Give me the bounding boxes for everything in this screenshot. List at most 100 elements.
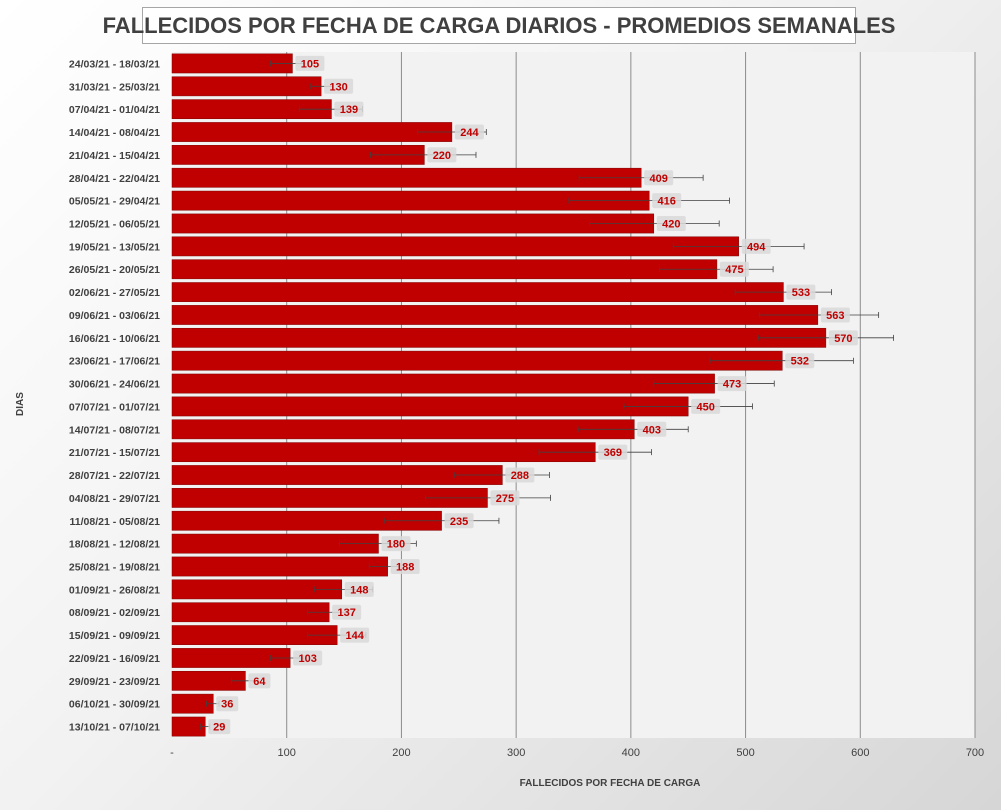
- data-label: 288: [511, 470, 529, 482]
- data-label-box: [334, 101, 364, 117]
- error-bar: [653, 380, 775, 387]
- bars: [171, 53, 827, 737]
- data-labels: 105 130 139 244 220 409 416 420 494 475 533 563 570 5…: [208, 55, 858, 735]
- data-label-box: [248, 673, 271, 689]
- bar: [171, 556, 388, 577]
- data-label-box: [652, 193, 682, 209]
- data-label: 450: [697, 401, 715, 413]
- data-label-box: [598, 444, 628, 460]
- data-label: 244: [460, 127, 479, 139]
- y-tick-label: 28/07/21 - 22/07/21: [69, 470, 160, 482]
- x-tick-label: 400: [622, 747, 640, 759]
- data-label: 369: [604, 447, 622, 459]
- y-tick-label: 14/04/21 - 08/04/21: [69, 127, 160, 139]
- y-tick-label: 02/06/21 - 27/05/21: [69, 287, 160, 299]
- data-label: 137: [337, 607, 355, 619]
- error-bar: [758, 311, 880, 318]
- data-label-box: [656, 216, 686, 231]
- error-bar: [757, 334, 894, 341]
- y-tick-label: 26/05/21 - 20/05/21: [69, 264, 160, 276]
- data-label-box: [340, 627, 370, 643]
- y-tick-label: 22/09/21 - 16/09/21: [69, 653, 160, 665]
- plot-area: [172, 52, 975, 738]
- data-label: 64: [253, 676, 266, 688]
- data-label: 473: [723, 379, 741, 391]
- bar: [171, 396, 689, 417]
- data-label: 148: [350, 584, 368, 596]
- y-tick-label: 07/07/21 - 01/07/21: [69, 401, 160, 413]
- y-tick-label: 21/07/21 - 15/07/21: [69, 447, 160, 459]
- error-bar: [568, 197, 730, 204]
- data-label: 29: [213, 722, 225, 734]
- data-label-box: [427, 147, 457, 163]
- data-label-box: [295, 55, 325, 71]
- data-label: 416: [658, 196, 676, 208]
- data-label-box: [390, 559, 420, 574]
- error-bar: [383, 517, 500, 524]
- data-label-box: [324, 78, 354, 94]
- bar: [171, 373, 715, 394]
- y-tick-label: 15/09/21 - 09/09/21: [69, 630, 160, 642]
- y-tick-label: 14/07/21 - 08/07/21: [69, 424, 160, 436]
- data-label: 103: [298, 653, 316, 665]
- y-tick-label: 25/08/21 - 19/08/21: [69, 562, 160, 574]
- bar: [171, 122, 453, 142]
- data-label-box: [644, 170, 674, 186]
- data-label-box: [381, 536, 411, 552]
- data-label-box: [820, 307, 850, 323]
- data-label: 570: [834, 333, 852, 345]
- data-label-box: [444, 513, 474, 529]
- x-tick-labels: - 100 200 300 400 500 600 700: [170, 747, 984, 759]
- bar: [171, 350, 783, 371]
- y-tick-label: 18/08/21 - 12/08/21: [69, 539, 160, 551]
- data-label-box: [505, 467, 535, 483]
- gridlines: [286, 52, 976, 738]
- y-tick-label: 11/08/21 - 05/08/21: [70, 516, 161, 528]
- error-bar: [709, 357, 854, 364]
- data-label: 403: [643, 424, 661, 436]
- error-bars: [200, 60, 894, 730]
- y-tick-label: 21/04/21 - 15/04/21: [69, 150, 160, 162]
- data-label-box: [216, 696, 239, 712]
- data-label: 220: [433, 150, 451, 162]
- data-label-box: [293, 650, 323, 666]
- x-tick-label: 300: [507, 747, 525, 759]
- x-tick-label: 600: [851, 747, 869, 759]
- data-label-box: [344, 581, 374, 597]
- y-tick-label: 13/10/21 - 07/10/21: [69, 722, 160, 734]
- y-tick-label: 30/06/21 - 24/06/21: [69, 379, 160, 391]
- error-bar: [578, 174, 704, 181]
- data-label: 105: [301, 58, 319, 70]
- data-label-box: [454, 124, 484, 140]
- y-tick-label: 09/06/21 - 03/06/21: [69, 310, 160, 322]
- error-bar: [672, 243, 805, 250]
- chart-title-box: FALLECIDOS POR FECHA DE CARGA DIARIOS - …: [103, 7, 895, 44]
- y-tick-label: 06/10/21 - 30/09/21: [69, 699, 160, 711]
- data-label: 139: [340, 104, 358, 116]
- x-tick-label: 200: [392, 747, 410, 759]
- bar: [171, 419, 635, 440]
- data-label: 420: [662, 219, 680, 231]
- error-bar: [370, 151, 477, 158]
- y-tick-label: 04/08/21 - 29/07/21: [69, 493, 160, 505]
- bar: [171, 305, 819, 325]
- data-label: 533: [792, 287, 810, 299]
- y-tick-label: 24/03/21 - 18/03/21: [69, 58, 160, 70]
- x-tick-label: 500: [736, 747, 754, 759]
- error-bar: [538, 449, 652, 456]
- data-label: 563: [826, 310, 844, 322]
- error-bar: [577, 426, 689, 433]
- data-label-box: [490, 490, 520, 506]
- data-label: 475: [725, 264, 743, 276]
- y-tick-label: 12/05/21 - 06/05/21: [69, 219, 160, 231]
- y-tick-label: 07/04/21 - 01/04/21: [69, 104, 160, 116]
- bar: [171, 76, 322, 97]
- data-label: 235: [450, 516, 468, 528]
- bar: [171, 716, 206, 737]
- data-label: 494: [747, 241, 766, 253]
- data-label-box: [741, 238, 771, 254]
- data-label-box: [208, 719, 231, 735]
- x-axis-title: FALLECIDOS POR FECHA DE CARGA: [520, 778, 701, 789]
